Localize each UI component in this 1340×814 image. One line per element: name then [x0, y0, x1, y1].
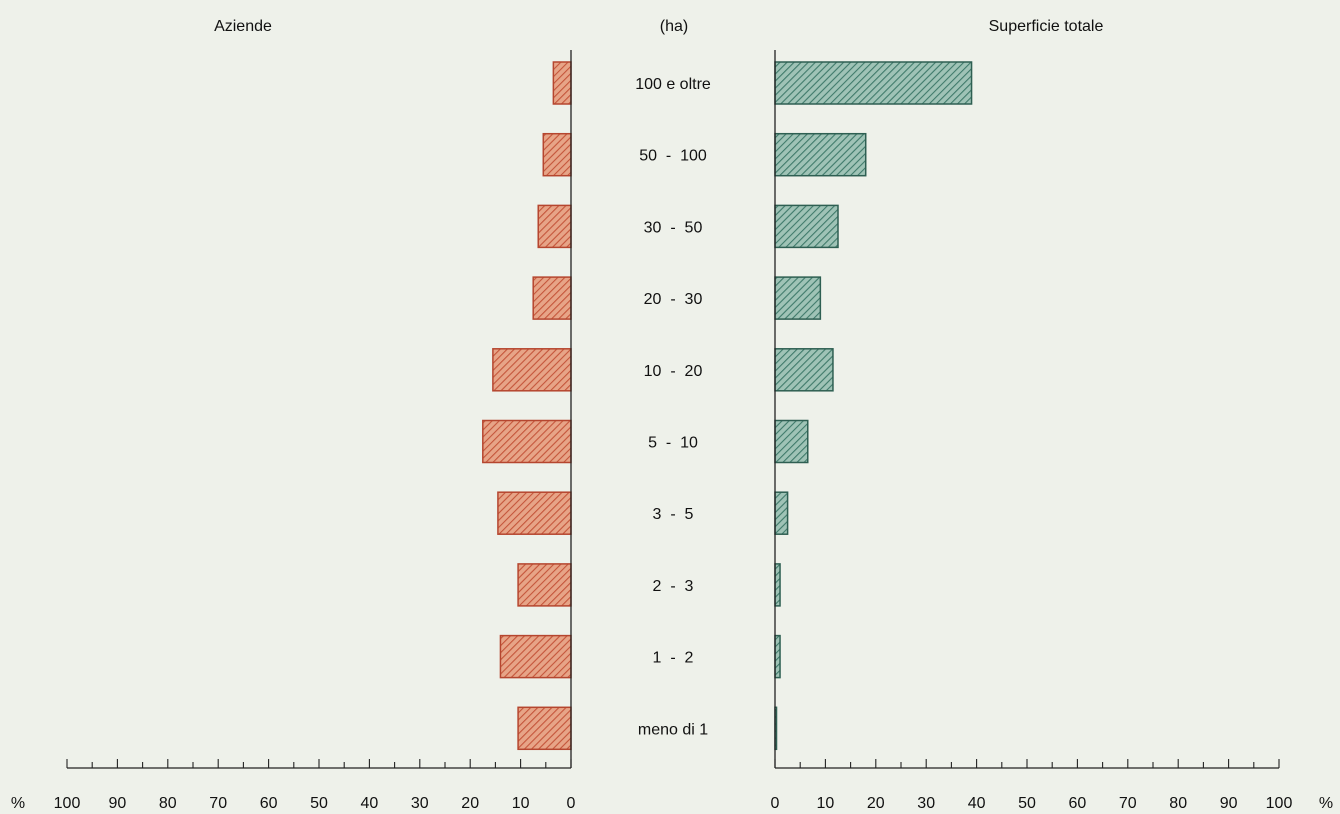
left-bars	[482, 61, 572, 751]
right-axis-tick-label: 20	[867, 795, 885, 812]
right-bar	[774, 419, 809, 464]
right-axis-tick-label: 10	[817, 795, 835, 812]
left-bar	[499, 634, 572, 679]
category-label: 5 - 10	[648, 435, 698, 452]
left-axis-tick-label: 40	[361, 795, 379, 812]
left-axis-tick-label: 70	[209, 795, 227, 812]
right-bar	[774, 634, 781, 679]
left-axis-tick-label: 10	[512, 795, 530, 812]
right-axis-tick-label: 80	[1169, 795, 1187, 812]
left-bar	[532, 276, 572, 320]
category-labels: 100 e oltre 50 - 100 30 - 50 20 - 30 10 - 20…	[635, 76, 711, 738]
left-x-axis: 100 90 80 70 60 50 40 30 20 10 0	[54, 759, 576, 812]
category-label: 1 - 2	[653, 650, 694, 667]
category-label: 2 - 3	[653, 578, 694, 595]
left-axis-tick-label: 80	[159, 795, 177, 812]
left-axis-unit: %	[11, 795, 25, 812]
left-axis-tick-label: 0	[567, 795, 576, 812]
left-bar	[517, 563, 572, 607]
left-bar	[552, 61, 572, 105]
left-axis-tick-label: 50	[310, 795, 328, 812]
left-axis-tick-label: 30	[411, 795, 429, 812]
right-bar	[774, 563, 781, 607]
right-axis-tick-label: 90	[1220, 795, 1238, 812]
right-bar	[774, 61, 973, 105]
category-label: 3 - 5	[653, 506, 694, 523]
category-label: 30 - 50	[644, 219, 703, 236]
category-label: 20 - 30	[644, 291, 703, 308]
right-axis-tick-label: 60	[1069, 795, 1087, 812]
right-axis-tick-label: 50	[1018, 795, 1036, 812]
right-axis-unit: %	[1319, 795, 1333, 812]
left-axis-tick-label: 90	[109, 795, 127, 812]
right-axis-tick-label: 40	[968, 795, 986, 812]
left-bar	[537, 204, 572, 249]
left-series-title: Aziende	[214, 18, 272, 35]
right-bar	[774, 276, 822, 320]
category-label: 50 - 100	[639, 148, 707, 165]
left-bar	[497, 491, 572, 535]
right-bar	[774, 204, 839, 249]
right-axis-tick-label: 100	[1266, 795, 1293, 812]
right-series-title: Superficie totale	[989, 18, 1104, 35]
right-bar	[774, 348, 834, 392]
left-bar	[492, 348, 572, 392]
right-axis-tick-label: 0	[771, 795, 780, 812]
left-axis-tick-label: 20	[461, 795, 479, 812]
right-bar	[774, 491, 789, 535]
center-header: (ha)	[660, 18, 688, 35]
right-bars	[774, 61, 973, 751]
right-axis-tick-label: 70	[1119, 795, 1137, 812]
category-label: 10 - 20	[644, 363, 703, 380]
category-label: meno di 1	[638, 721, 708, 738]
left-axis-tick-label: 60	[260, 795, 278, 812]
right-axis-tick-label: 30	[917, 795, 935, 812]
left-axis-tick-label: 100	[54, 795, 81, 812]
left-bar	[542, 132, 572, 177]
right-x-axis: 0 10 20 30 40 50 60 70 80 90 100	[771, 759, 1293, 812]
right-bar	[774, 132, 867, 177]
category-label: 100 e oltre	[635, 76, 711, 93]
left-bar	[517, 706, 572, 751]
left-bar	[482, 419, 572, 464]
